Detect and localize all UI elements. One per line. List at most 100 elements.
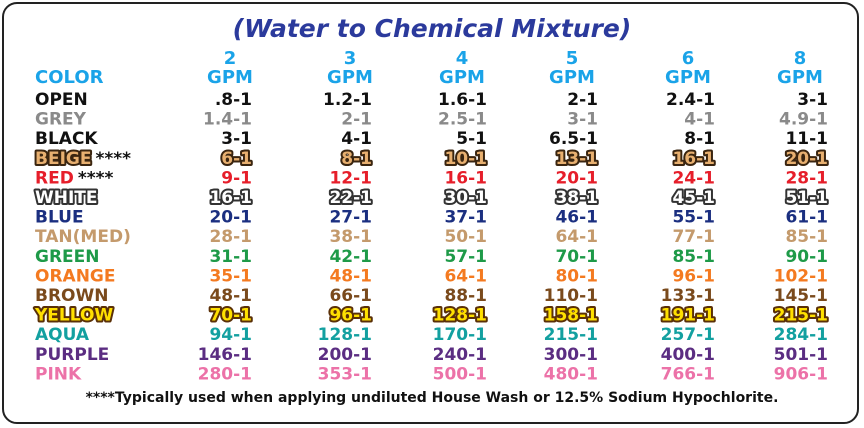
ratio: 20-1: [555, 168, 598, 188]
column-unit: GPM: [549, 67, 595, 88]
ratio: 4-1: [684, 110, 715, 130]
ratio: 48-1: [209, 286, 252, 306]
ratio: 46-1: [555, 208, 598, 228]
ratio: 6.5-1: [549, 129, 598, 149]
column-number: 2: [224, 48, 237, 69]
ratio: 70-1: [209, 306, 252, 326]
ratio: 1.2-1: [323, 90, 372, 110]
ratio: 8-1: [684, 129, 715, 149]
column-unit: GPM: [327, 67, 373, 88]
column-unit: GPM: [439, 67, 485, 88]
ratio: 50-1: [444, 227, 487, 247]
ratio: 284-1: [774, 325, 828, 345]
ratio: 94-1: [209, 325, 252, 345]
ratio: 38-1: [329, 227, 372, 247]
ratio: 158-1: [544, 306, 598, 326]
ratio: 128-1: [433, 306, 487, 326]
ratio: 2-1: [567, 90, 598, 110]
column-unit: GPM: [665, 67, 711, 88]
ratio: 5-1: [456, 129, 487, 149]
ratio: 96-1: [672, 266, 715, 286]
ratio: 2.4-1: [666, 90, 715, 110]
ratio: 2-1: [341, 110, 372, 130]
ratio: 3-1: [567, 110, 598, 130]
ratio: 38-1: [555, 188, 598, 208]
ratio: 353-1: [318, 364, 372, 384]
ratio: 22-1: [329, 188, 372, 208]
row-name: RED: [35, 168, 74, 188]
ratio: 28-1: [785, 168, 828, 188]
ratio: 66-1: [329, 286, 372, 306]
row-name: TAN(MED): [35, 227, 131, 247]
ratio: 480-1: [544, 364, 598, 384]
ratio: 16-1: [672, 149, 715, 169]
row-name: YELLOW: [34, 306, 113, 326]
ratio: 300-1: [544, 345, 598, 365]
ratio: 31-1: [209, 247, 252, 267]
ratio: 3-1: [221, 129, 252, 149]
ratio: 57-1: [444, 247, 487, 267]
ratio: 85-1: [785, 227, 828, 247]
ratio: 30-1: [444, 188, 487, 208]
column-unit: GPM: [207, 67, 253, 88]
ratio: 145-1: [774, 286, 828, 306]
ratio: 2.5-1: [438, 110, 487, 130]
row-note: ****: [95, 149, 131, 169]
row-name: WHITE: [35, 188, 98, 208]
row-name: PURPLE: [35, 345, 109, 365]
ratio: 500-1: [433, 364, 487, 384]
column-number: 8: [794, 48, 807, 69]
row-name: GREY: [35, 110, 87, 130]
ratio: 48-1: [329, 266, 372, 286]
column-number: 3: [344, 48, 357, 69]
column-unit: GPM: [777, 67, 823, 88]
ratio: 4-1: [341, 129, 372, 149]
ratio: 110-1: [544, 286, 598, 306]
ratio: 146-1: [198, 345, 252, 365]
row-name: BLACK: [35, 129, 98, 149]
ratio: 906-1: [774, 364, 828, 384]
row-name: BROWN: [35, 286, 108, 306]
ratio: 55-1: [672, 208, 715, 228]
ratio: 37-1: [444, 208, 487, 228]
row-name: PINK: [35, 364, 82, 384]
row-name: BLUE: [35, 208, 84, 228]
column-number: 5: [566, 48, 579, 69]
ratio: 64-1: [555, 227, 598, 247]
ratio: 257-1: [661, 325, 715, 345]
ratio: 88-1: [444, 286, 487, 306]
ratio: 280-1: [198, 364, 252, 384]
row-name: OPEN: [35, 90, 88, 110]
ratio: 215-1: [544, 325, 598, 345]
row-name: ORANGE: [35, 266, 116, 286]
ratio: 27-1: [329, 208, 372, 228]
ratio: 9-1: [221, 168, 252, 188]
color-header: COLOR: [35, 67, 104, 88]
row-name: BEIGE: [35, 149, 91, 169]
ratio: 61-1: [785, 208, 828, 228]
ratio: .8-1: [215, 90, 252, 110]
ratio: 45-1: [672, 188, 715, 208]
ratio: 102-1: [774, 266, 828, 286]
ratio: 20-1: [209, 208, 252, 228]
footnote: ****Typically used when applying undilut…: [86, 390, 779, 406]
ratio: 42-1: [329, 247, 372, 267]
ratio: 64-1: [444, 266, 487, 286]
ratio: 96-1: [329, 306, 372, 326]
title: (Water to Chemical Mixture): [233, 14, 632, 43]
row-name: AQUA: [35, 325, 90, 345]
ratio: 77-1: [672, 227, 715, 247]
ratio: 766-1: [661, 364, 715, 384]
ratio: 16-1: [209, 188, 252, 208]
ratio: 11-1: [785, 129, 828, 149]
column-number: 4: [456, 48, 469, 69]
ratio: 24-1: [672, 168, 715, 188]
ratio: 215-1: [774, 306, 828, 326]
row-note: ****: [78, 168, 114, 188]
ratio: 20-1: [785, 149, 828, 169]
ratio: 400-1: [661, 345, 715, 365]
ratio: 4.9-1: [779, 110, 828, 130]
ratio: 133-1: [661, 286, 715, 306]
ratio: 70-1: [555, 247, 598, 267]
